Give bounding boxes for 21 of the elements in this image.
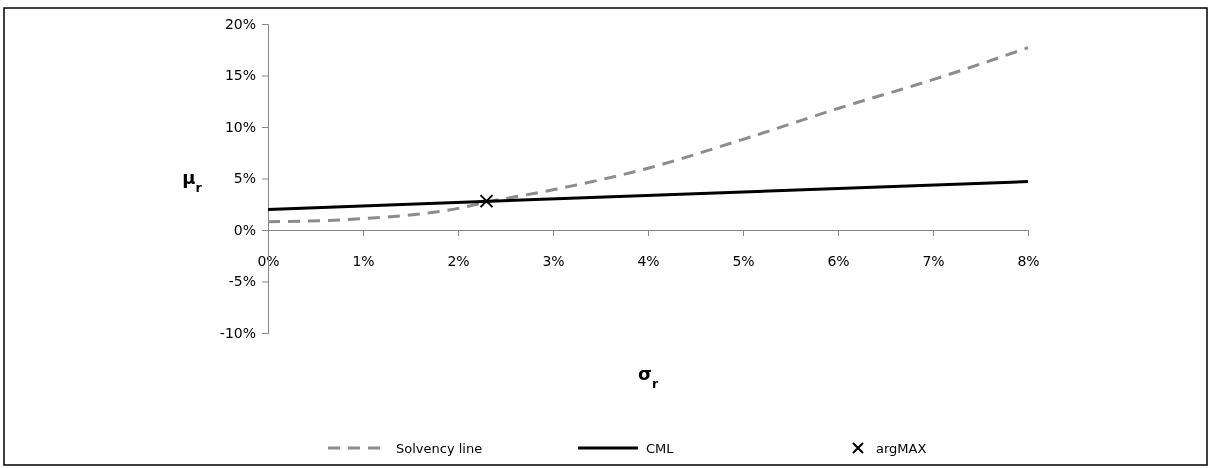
x-tick-label: 7% <box>922 252 945 269</box>
x-tick-label: 2% <box>447 252 470 269</box>
y-tick-label: 10% <box>224 118 256 135</box>
y-tick-label: 15% <box>224 67 256 84</box>
x-tick-label: 0% <box>257 252 280 269</box>
y-axis-title: μ$_{r}$ <box>182 167 203 195</box>
x-tick-label: 6% <box>827 252 850 269</box>
legend-label: argMAX <box>876 441 927 456</box>
y-tick-label: 5% <box>233 170 256 187</box>
x-axis-title: σ$_{r}$ <box>637 363 659 391</box>
y-tick-label: -5% <box>228 273 256 290</box>
x-tick-label: 8% <box>1017 252 1040 269</box>
x-tick-label: 1% <box>352 252 375 269</box>
y-tick-label: 0% <box>233 221 256 238</box>
x-tick-label: 5% <box>732 252 755 269</box>
x-tick-label: 4% <box>637 252 660 269</box>
y-tick-label: 20% <box>224 15 256 32</box>
x-tick-label: 3% <box>542 252 565 269</box>
legend-label: Solvency line <box>396 441 483 456</box>
y-tick-label: -10% <box>219 324 256 341</box>
legend-label: CML <box>646 441 675 456</box>
